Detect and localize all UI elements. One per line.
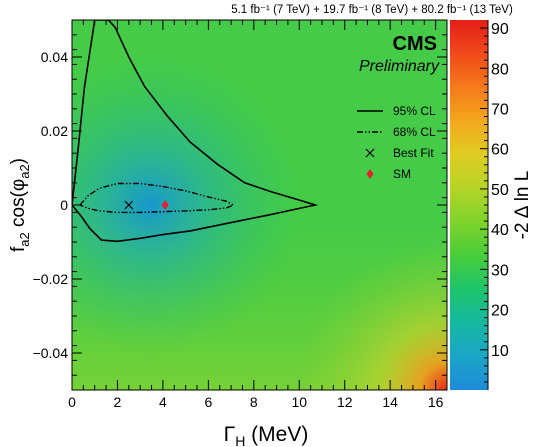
z-tick-label: 10 [491, 343, 509, 360]
x-tick-label: 16 [428, 394, 444, 410]
heatmap-area [72, 20, 447, 390]
z-tick-label: 40 [491, 222, 509, 239]
legend-label: 95% CL [393, 104, 436, 118]
color-scale: 10 20 30 40 50 60 70 80 90 [450, 20, 509, 390]
z-tick-label: 60 [491, 142, 509, 159]
y-tick-label: −0.04 [33, 345, 69, 361]
x-tick-label: 12 [337, 394, 353, 410]
legend-item-sm: SM [366, 167, 411, 181]
y-axis-title: fa2 cos(φa2) [8, 158, 32, 252]
x-axis: 0 2 4 6 8 10 12 14 16 [68, 20, 448, 410]
z-tick-label: 30 [491, 262, 509, 279]
y-tick-label: 0.02 [41, 123, 68, 139]
z-tick-label: 70 [491, 101, 509, 118]
contour-95-cl [72, 20, 319, 243]
y-tick-label: 0.04 [41, 49, 68, 65]
x-tick-label: 14 [382, 394, 398, 410]
x-tick-label: 6 [204, 394, 212, 410]
experiment-label: CMS [393, 33, 437, 55]
legend-x-icon [365, 148, 375, 158]
color-scale-bar [450, 20, 488, 390]
color-scale-title: -2 Δ ln L [512, 171, 533, 240]
legend-item-best_fit: Best Fit [365, 146, 434, 160]
legend-label: 68% CL [393, 125, 436, 139]
x-axis-title: ΓH (MeV) [224, 423, 309, 447]
x-tick-label: 4 [159, 394, 167, 410]
y-axis: −0.04 −0.02 0 0.02 0.04 [33, 19, 447, 391]
y-tick-label: 0 [60, 197, 68, 213]
luminosity-label: 5.1 fb⁻¹ (7 TeV) + 19.7 fb⁻¹ (8 TeV) + 8… [231, 4, 513, 16]
legend-diamond-icon [366, 169, 374, 179]
sm-marker [161, 200, 169, 210]
x-tick-label: 10 [291, 394, 307, 410]
legend-item-cl95: 95% CL [357, 104, 436, 118]
color-scale-axis: 10 20 30 40 50 60 70 80 90 [480, 20, 509, 390]
legend-label: SM [393, 167, 411, 181]
z-tick-label: 90 [491, 21, 509, 38]
x-tick-label: 2 [114, 394, 122, 410]
y-tick-label: −0.02 [33, 271, 69, 287]
legend: 95% CL 68% CL Best Fit SM [357, 104, 436, 181]
z-tick-label: 20 [491, 303, 509, 320]
best-fit-marker [124, 200, 134, 210]
legend-label: Best Fit [393, 146, 434, 160]
z-tick-label: 50 [491, 182, 509, 199]
legend-item-cl68: 68% CL [357, 125, 436, 139]
heatmap-corner-glow [72, 20, 447, 390]
x-tick-label: 8 [250, 394, 258, 410]
x-tick-label: 0 [68, 394, 76, 410]
z-tick-label: 80 [491, 61, 509, 78]
status-label: Preliminary [359, 58, 440, 75]
